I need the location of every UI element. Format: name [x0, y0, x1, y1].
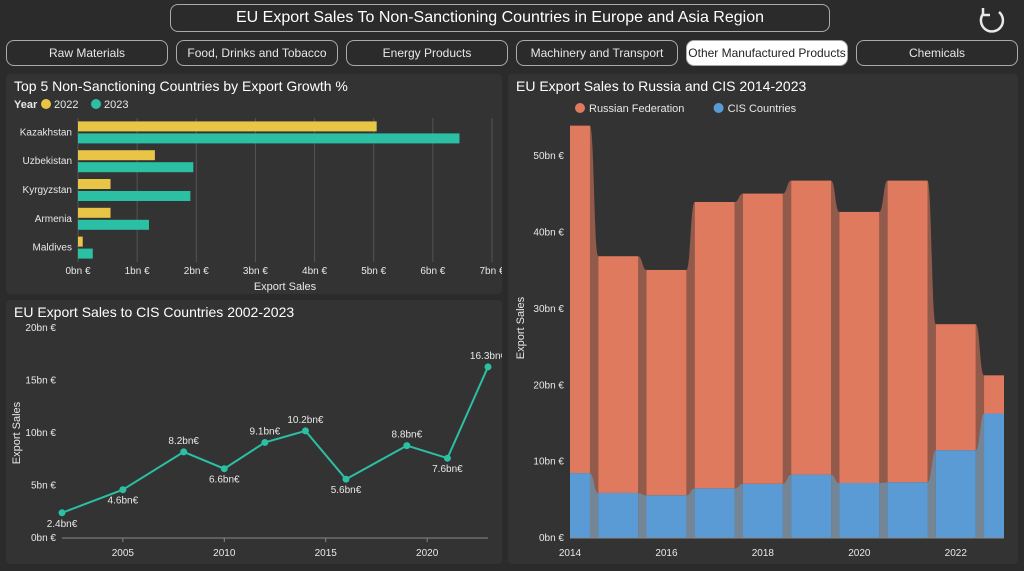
svg-text:5.6bn€: 5.6bn€ [331, 485, 362, 496]
area-chart-panel: EU Export Sales to Russia and CIS 2014-2… [508, 74, 1018, 564]
svg-text:50bn €: 50bn € [533, 151, 564, 162]
svg-text:Russian Federation: Russian Federation [589, 103, 684, 115]
tab-energy-products[interactable]: Energy Products [346, 40, 508, 66]
svg-text:9.1bn€: 9.1bn€ [250, 426, 281, 437]
svg-text:2020: 2020 [416, 548, 439, 559]
svg-text:7.6bn€: 7.6bn€ [432, 464, 463, 475]
line-chart-panel: EU Export Sales to CIS Countries 2002-20… [6, 300, 502, 564]
svg-text:1bn €: 1bn € [125, 266, 150, 277]
tab-machinery-and-transport[interactable]: Machinery and Transport [516, 40, 678, 66]
svg-text:0bn €: 0bn € [65, 266, 90, 277]
svg-text:2018: 2018 [752, 548, 775, 559]
svg-text:Armenia: Armenia [35, 214, 73, 225]
svg-text:Maldives: Maldives [33, 243, 72, 254]
undo-icon [974, 4, 1006, 36]
svg-text:Export Sales: Export Sales [254, 281, 317, 293]
svg-text:4bn €: 4bn € [302, 266, 327, 277]
bar-chart-svg: Year 2022 2023 0bn € 1bn € 2bn € 3bn € 4bn € 5bn… [6, 74, 502, 294]
svg-text:2023: 2023 [104, 99, 128, 111]
svg-text:Export Sales: Export Sales [515, 296, 527, 359]
page-title: EU Export Sales To Non-Sanctioning Count… [170, 4, 830, 32]
svg-text:6.6bn€: 6.6bn€ [209, 475, 240, 486]
svg-text:10bn €: 10bn € [25, 428, 56, 439]
svg-text:30bn €: 30bn € [533, 304, 564, 315]
svg-text:20bn €: 20bn € [25, 323, 56, 334]
svg-text:2015: 2015 [315, 548, 338, 559]
area-chart-svg: Russian Federation CIS Countries 0bn € 10bn… [508, 74, 1018, 564]
svg-text:0bn €: 0bn € [539, 533, 564, 544]
svg-text:15bn €: 15bn € [25, 376, 56, 387]
svg-text:8.8bn€: 8.8bn€ [392, 430, 423, 441]
category-tabs: Raw Materials Food, Drinks and Tobacco Ene… [6, 40, 1018, 66]
svg-text:10.2bn€: 10.2bn€ [287, 415, 324, 426]
svg-text:10bn €: 10bn € [533, 457, 564, 468]
svg-text:CIS Countries: CIS Countries [728, 103, 797, 115]
tab-other-manufactured-products[interactable]: Other Manufactured Products [686, 40, 848, 66]
svg-text:6bn €: 6bn € [420, 266, 445, 277]
svg-text:0bn €: 0bn € [31, 533, 56, 544]
svg-text:4.6bn€: 4.6bn€ [108, 496, 139, 507]
bar-chart-panel: Top 5 Non-Sanctioning Countries by Expor… [6, 74, 502, 294]
svg-text:2005: 2005 [112, 548, 135, 559]
svg-text:2014: 2014 [559, 548, 582, 559]
svg-text:2bn €: 2bn € [184, 266, 209, 277]
svg-text:Export Sales: Export Sales [11, 401, 23, 464]
svg-text:16.3bn€: 16.3bn€ [470, 351, 502, 362]
svg-text:2010: 2010 [213, 548, 236, 559]
svg-text:Kazakhstan: Kazakhstan [20, 127, 72, 138]
svg-text:2022: 2022 [945, 548, 968, 559]
area-chart-title: EU Export Sales to Russia and CIS 2014-2… [516, 78, 806, 94]
svg-text:2016: 2016 [655, 548, 678, 559]
svg-text:2020: 2020 [848, 548, 871, 559]
tab-chemicals[interactable]: Chemicals [856, 40, 1018, 66]
bar-chart-title: Top 5 Non-Sanctioning Countries by Expor… [14, 78, 348, 94]
tab-raw-materials[interactable]: Raw Materials [6, 40, 168, 66]
back-button[interactable] [974, 4, 1006, 36]
svg-text:2.4bn€: 2.4bn€ [47, 519, 78, 530]
page-title-text: EU Export Sales To Non-Sanctioning Count… [236, 9, 764, 27]
svg-text:Uzbekistan: Uzbekistan [23, 156, 72, 167]
svg-text:8.2bn€: 8.2bn€ [168, 436, 199, 447]
svg-text:5bn €: 5bn € [31, 481, 56, 492]
svg-text:20bn €: 20bn € [533, 380, 564, 391]
svg-text:3bn €: 3bn € [243, 266, 268, 277]
svg-text:2022: 2022 [54, 99, 78, 111]
svg-text:Kyrgyzstan: Kyrgyzstan [23, 185, 72, 196]
svg-text:5bn €: 5bn € [361, 266, 386, 277]
tab-food-drinks-and-tobacco[interactable]: Food, Drinks and Tobacco [176, 40, 338, 66]
line-chart-svg: 0bn € 5bn € 10bn € 15bn € 20bn € Export Sales… [6, 300, 502, 564]
svg-text:Year: Year [14, 99, 38, 111]
line-chart-title: EU Export Sales to CIS Countries 2002-20… [14, 304, 294, 320]
svg-text:7bn €: 7bn € [479, 266, 502, 277]
svg-text:40bn €: 40bn € [533, 228, 564, 239]
